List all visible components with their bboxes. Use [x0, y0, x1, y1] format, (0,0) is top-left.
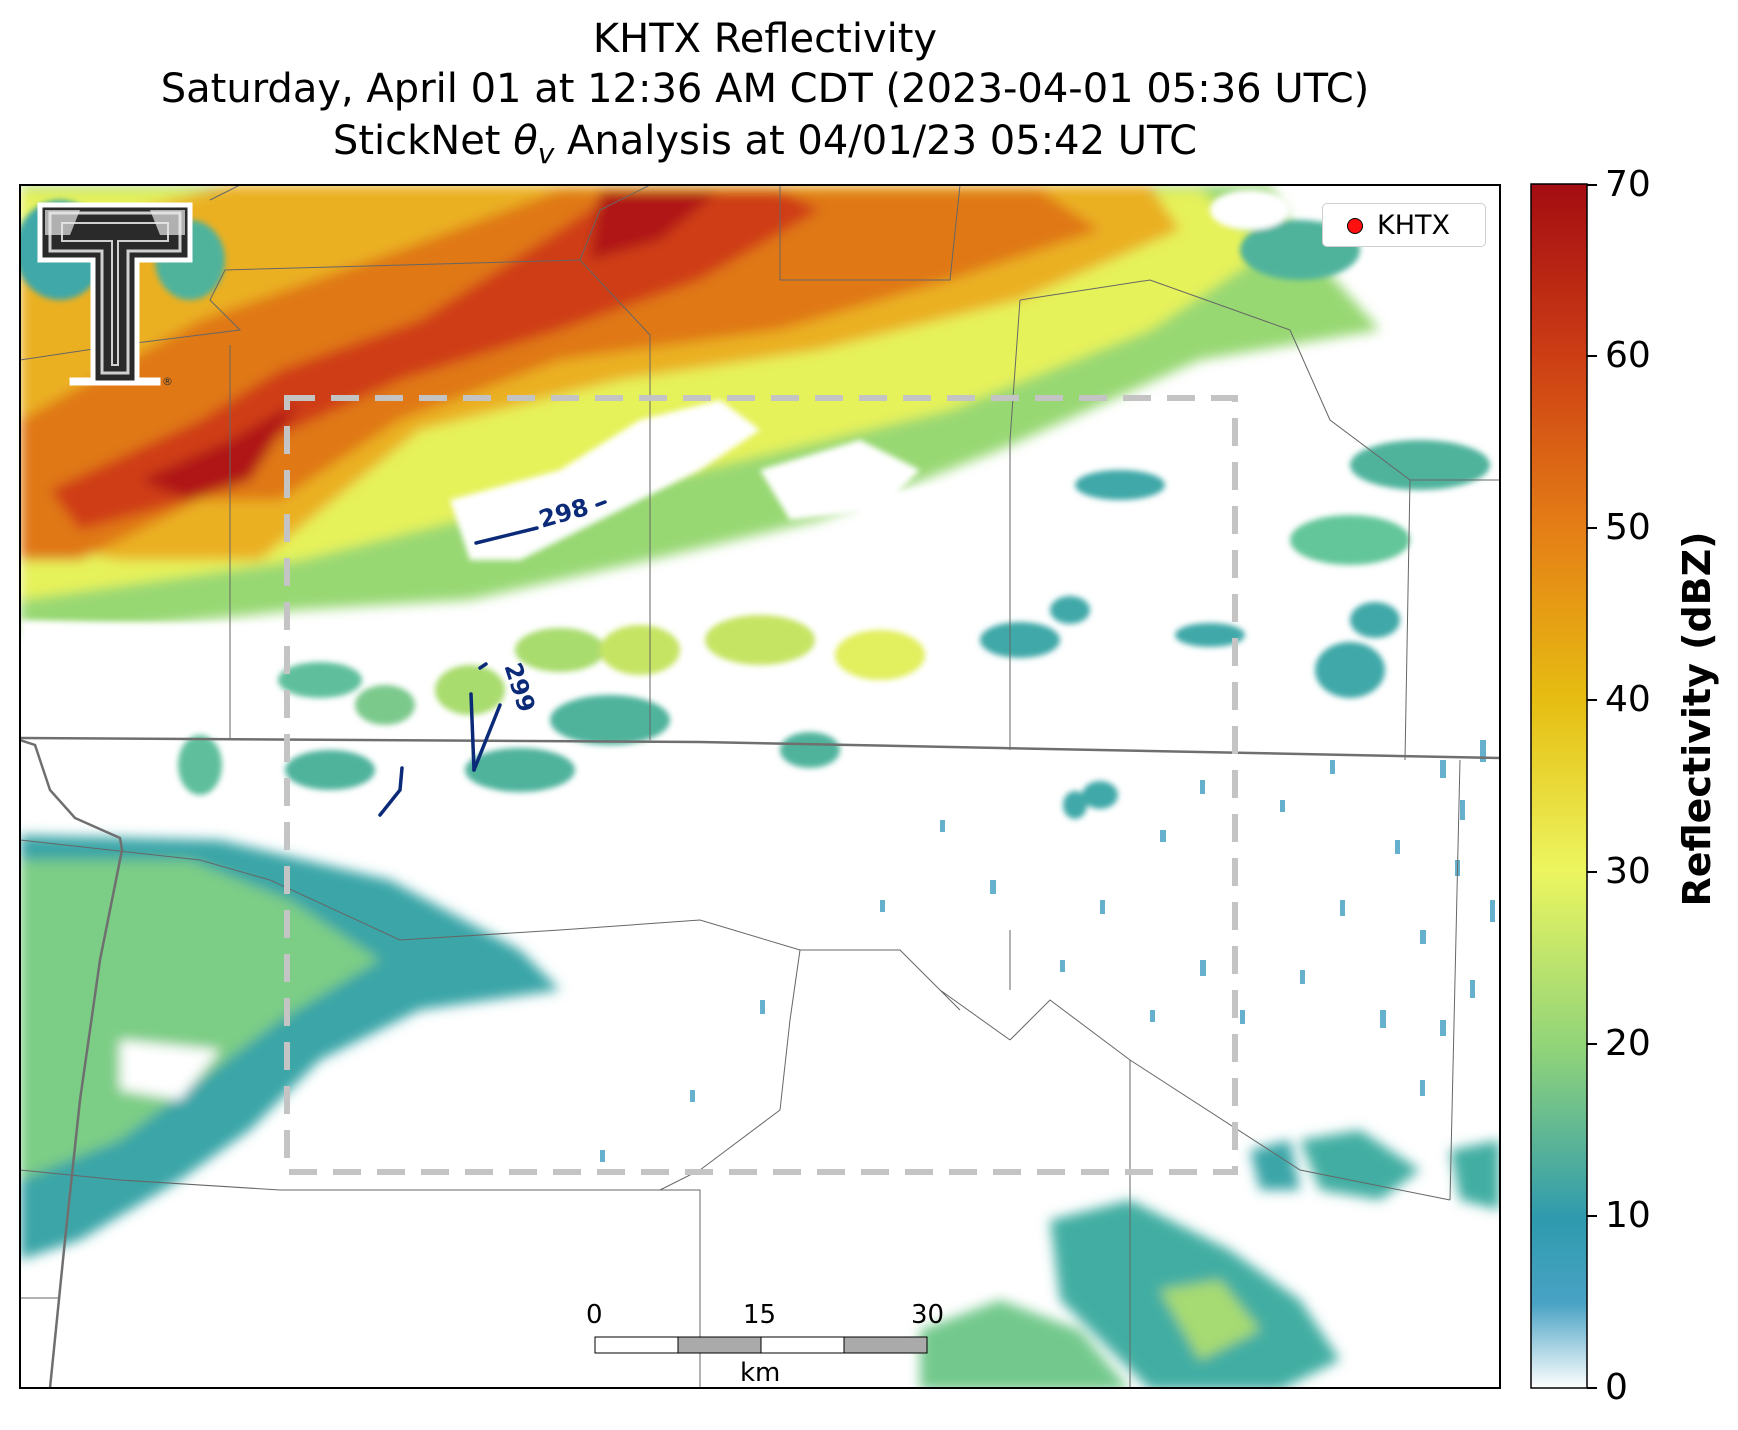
colorbar-tick-label: 10	[1605, 1195, 1651, 1236]
colorbar-label: Reflectivity (dBZ)	[1675, 531, 1719, 907]
colorbar	[1530, 183, 1588, 1389]
theta-v-contours	[378, 500, 607, 817]
scalebar-tick-label: 15	[743, 1300, 777, 1330]
analysis-domain-box	[284, 395, 1238, 1175]
colorbar-tick-label: 50	[1605, 507, 1651, 548]
contour-299-segment	[469, 692, 476, 772]
reflectivity-field	[20, 185, 1500, 1388]
colorbar-tick-label: 20	[1605, 1023, 1651, 1064]
texas-tech-double-t-logo: ®	[37, 202, 193, 388]
colorbar-tick-label: 60	[1605, 335, 1651, 376]
chart-title: KHTX Reflectivity	[592, 16, 938, 62]
colorbar-ticks	[1587, 184, 1597, 1389]
legend: KHTX	[1322, 203, 1486, 247]
colorbar-tick-label: 0	[1605, 1367, 1628, 1408]
colorbar-tick-label: 40	[1605, 679, 1651, 720]
reflectivity-cells-southeast	[920, 1130, 1500, 1388]
chart-subtitle-time: Saturday, April 01 at 12:36 AM CDT (2023…	[160, 66, 1370, 112]
map-frame	[19, 184, 1501, 1389]
county-boundaries	[20, 185, 1500, 1388]
scalebar-unit: km	[740, 1358, 781, 1388]
state-boundary	[20, 736, 1500, 1388]
svg-text:®: ®	[162, 375, 173, 388]
chart-subtitle-analysis: StickNet θv Analysis at 04/01/23 05:42 U…	[332, 118, 1198, 170]
reflectivity-speckle-east	[600, 740, 1495, 1162]
legend-label: KHTX	[1377, 210, 1450, 241]
scale-bar	[594, 1336, 928, 1354]
radar-site-marker	[1347, 218, 1363, 234]
colorbar-tick-label: 30	[1605, 851, 1651, 892]
scalebar-tick-label: 30	[911, 1300, 945, 1330]
colorbar-tick-label: 70	[1605, 164, 1651, 205]
scalebar-tick-label: 0	[586, 1300, 603, 1330]
contour-298-segment	[474, 526, 539, 545]
